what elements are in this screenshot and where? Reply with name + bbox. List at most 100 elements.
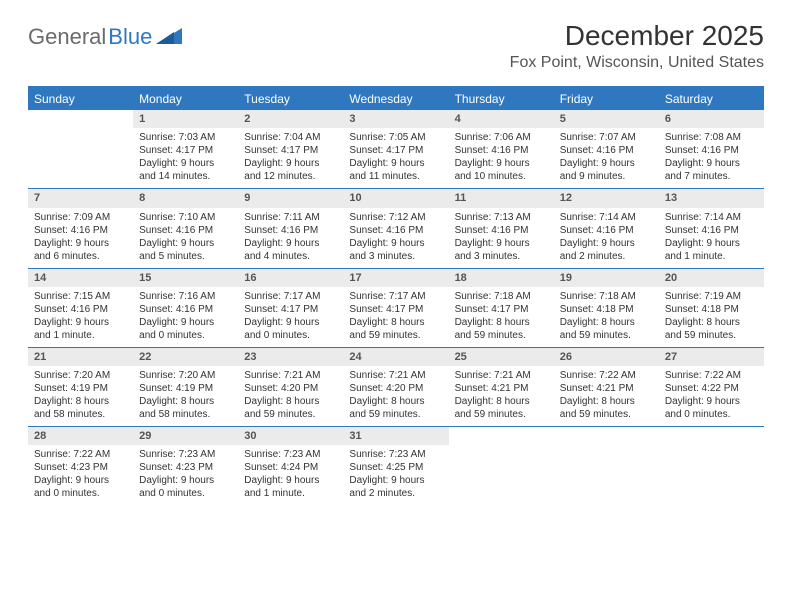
calendar-week: 7Sunrise: 7:09 AMSunset: 4:16 PMDaylight… [28, 189, 764, 268]
calendar-cell: 8Sunrise: 7:10 AMSunset: 4:16 PMDaylight… [133, 189, 238, 267]
weekday-label: Monday [133, 88, 238, 110]
daylight-text: Daylight: 9 hours and 0 minutes. [34, 474, 127, 500]
calendar-cell: 7Sunrise: 7:09 AMSunset: 4:16 PMDaylight… [28, 189, 133, 267]
day-number: 9 [238, 189, 343, 207]
calendar-cell: 6Sunrise: 7:08 AMSunset: 4:16 PMDaylight… [659, 110, 764, 188]
daylight-text: Daylight: 9 hours and 3 minutes. [349, 237, 442, 263]
sunrise-text: Sunrise: 7:06 AM [455, 131, 548, 144]
sunrise-text: Sunrise: 7:05 AM [349, 131, 442, 144]
day-number: 12 [554, 189, 659, 207]
day-number: 8 [133, 189, 238, 207]
daylight-text: Daylight: 9 hours and 11 minutes. [349, 157, 442, 183]
sunrise-text: Sunrise: 7:16 AM [139, 290, 232, 303]
day-body: Sunrise: 7:20 AMSunset: 4:19 PMDaylight:… [28, 366, 133, 426]
sunset-text: Sunset: 4:16 PM [665, 144, 758, 157]
daylight-text: Daylight: 9 hours and 12 minutes. [244, 157, 337, 183]
sunrise-text: Sunrise: 7:13 AM [455, 211, 548, 224]
sunrise-text: Sunrise: 7:22 AM [560, 369, 653, 382]
sunset-text: Sunset: 4:17 PM [244, 303, 337, 316]
day-body: Sunrise: 7:05 AMSunset: 4:17 PMDaylight:… [343, 128, 448, 188]
calendar-cell: 20Sunrise: 7:19 AMSunset: 4:18 PMDayligh… [659, 269, 764, 347]
brand-part1: General [28, 24, 106, 50]
calendar-cell: 12Sunrise: 7:14 AMSunset: 4:16 PMDayligh… [554, 189, 659, 267]
day-number: 26 [554, 348, 659, 366]
sunset-text: Sunset: 4:18 PM [665, 303, 758, 316]
weekday-label: Sunday [28, 88, 133, 110]
day-number: 25 [449, 348, 554, 366]
daylight-text: Daylight: 9 hours and 1 minute. [34, 316, 127, 342]
sunset-text: Sunset: 4:22 PM [665, 382, 758, 395]
daylight-text: Daylight: 8 hours and 59 minutes. [349, 395, 442, 421]
sunset-text: Sunset: 4:19 PM [139, 382, 232, 395]
sunset-text: Sunset: 4:16 PM [455, 224, 548, 237]
sunrise-text: Sunrise: 7:09 AM [34, 211, 127, 224]
calendar-cell: 18Sunrise: 7:18 AMSunset: 4:17 PMDayligh… [449, 269, 554, 347]
sunset-text: Sunset: 4:24 PM [244, 461, 337, 474]
daylight-text: Daylight: 9 hours and 10 minutes. [455, 157, 548, 183]
day-body: Sunrise: 7:18 AMSunset: 4:18 PMDaylight:… [554, 287, 659, 347]
sunrise-text: Sunrise: 7:07 AM [560, 131, 653, 144]
day-body: Sunrise: 7:22 AMSunset: 4:22 PMDaylight:… [659, 366, 764, 426]
weekday-label: Saturday [659, 88, 764, 110]
brand-part2: Blue [108, 24, 152, 50]
calendar-cell: 11Sunrise: 7:13 AMSunset: 4:16 PMDayligh… [449, 189, 554, 267]
weekday-header: Sunday Monday Tuesday Wednesday Thursday… [28, 88, 764, 110]
daylight-text: Daylight: 9 hours and 6 minutes. [34, 237, 127, 263]
calendar-cell: 28Sunrise: 7:22 AMSunset: 4:23 PMDayligh… [28, 427, 133, 505]
daylight-text: Daylight: 8 hours and 59 minutes. [455, 395, 548, 421]
sunrise-text: Sunrise: 7:20 AM [34, 369, 127, 382]
sunset-text: Sunset: 4:23 PM [34, 461, 127, 474]
sunset-text: Sunset: 4:16 PM [455, 144, 548, 157]
sunset-text: Sunset: 4:17 PM [139, 144, 232, 157]
calendar-week: 14Sunrise: 7:15 AMSunset: 4:16 PMDayligh… [28, 269, 764, 348]
sunset-text: Sunset: 4:20 PM [349, 382, 442, 395]
sunrise-text: Sunrise: 7:22 AM [34, 448, 127, 461]
sunrise-text: Sunrise: 7:18 AM [560, 290, 653, 303]
day-body: Sunrise: 7:22 AMSunset: 4:23 PMDaylight:… [28, 445, 133, 505]
day-body: Sunrise: 7:14 AMSunset: 4:16 PMDaylight:… [659, 208, 764, 268]
sunrise-text: Sunrise: 7:15 AM [34, 290, 127, 303]
day-number: 14 [28, 269, 133, 287]
day-number: 27 [659, 348, 764, 366]
location: Fox Point, Wisconsin, United States [510, 54, 764, 72]
calendar-cell: 4Sunrise: 7:06 AMSunset: 4:16 PMDaylight… [449, 110, 554, 188]
day-body: Sunrise: 7:17 AMSunset: 4:17 PMDaylight:… [238, 287, 343, 347]
calendar-cell [449, 427, 554, 505]
sunrise-text: Sunrise: 7:23 AM [349, 448, 442, 461]
day-number: 5 [554, 110, 659, 128]
calendar-cell: 22Sunrise: 7:20 AMSunset: 4:19 PMDayligh… [133, 348, 238, 426]
sunrise-text: Sunrise: 7:17 AM [349, 290, 442, 303]
sunrise-text: Sunrise: 7:19 AM [665, 290, 758, 303]
day-body: Sunrise: 7:23 AMSunset: 4:25 PMDaylight:… [343, 445, 448, 505]
daylight-text: Daylight: 8 hours and 59 minutes. [349, 316, 442, 342]
day-number: 16 [238, 269, 343, 287]
header: GeneralBlue December 2025 Fox Point, Wis… [28, 20, 764, 72]
daylight-text: Daylight: 9 hours and 4 minutes. [244, 237, 337, 263]
daylight-text: Daylight: 9 hours and 0 minutes. [244, 316, 337, 342]
day-number: 1 [133, 110, 238, 128]
weekday-label: Wednesday [343, 88, 448, 110]
page: GeneralBlue December 2025 Fox Point, Wis… [0, 0, 792, 525]
calendar-cell: 10Sunrise: 7:12 AMSunset: 4:16 PMDayligh… [343, 189, 448, 267]
sunset-text: Sunset: 4:25 PM [349, 461, 442, 474]
sunset-text: Sunset: 4:16 PM [139, 303, 232, 316]
calendar-cell [28, 110, 133, 188]
logo-triangle-icon [156, 24, 182, 50]
day-body: Sunrise: 7:15 AMSunset: 4:16 PMDaylight:… [28, 287, 133, 347]
daylight-text: Daylight: 9 hours and 2 minutes. [560, 237, 653, 263]
day-number: 24 [343, 348, 448, 366]
calendar-cell: 5Sunrise: 7:07 AMSunset: 4:16 PMDaylight… [554, 110, 659, 188]
calendar-cell: 14Sunrise: 7:15 AMSunset: 4:16 PMDayligh… [28, 269, 133, 347]
daylight-text: Daylight: 9 hours and 9 minutes. [560, 157, 653, 183]
calendar-cell: 17Sunrise: 7:17 AMSunset: 4:17 PMDayligh… [343, 269, 448, 347]
day-body: Sunrise: 7:16 AMSunset: 4:16 PMDaylight:… [133, 287, 238, 347]
calendar-cell: 16Sunrise: 7:17 AMSunset: 4:17 PMDayligh… [238, 269, 343, 347]
day-body: Sunrise: 7:21 AMSunset: 4:20 PMDaylight:… [238, 366, 343, 426]
sunset-text: Sunset: 4:16 PM [665, 224, 758, 237]
calendar-cell: 9Sunrise: 7:11 AMSunset: 4:16 PMDaylight… [238, 189, 343, 267]
day-number: 11 [449, 189, 554, 207]
sunrise-text: Sunrise: 7:04 AM [244, 131, 337, 144]
day-body: Sunrise: 7:06 AMSunset: 4:16 PMDaylight:… [449, 128, 554, 188]
day-number: 29 [133, 427, 238, 445]
title-block: December 2025 Fox Point, Wisconsin, Unit… [510, 20, 764, 72]
